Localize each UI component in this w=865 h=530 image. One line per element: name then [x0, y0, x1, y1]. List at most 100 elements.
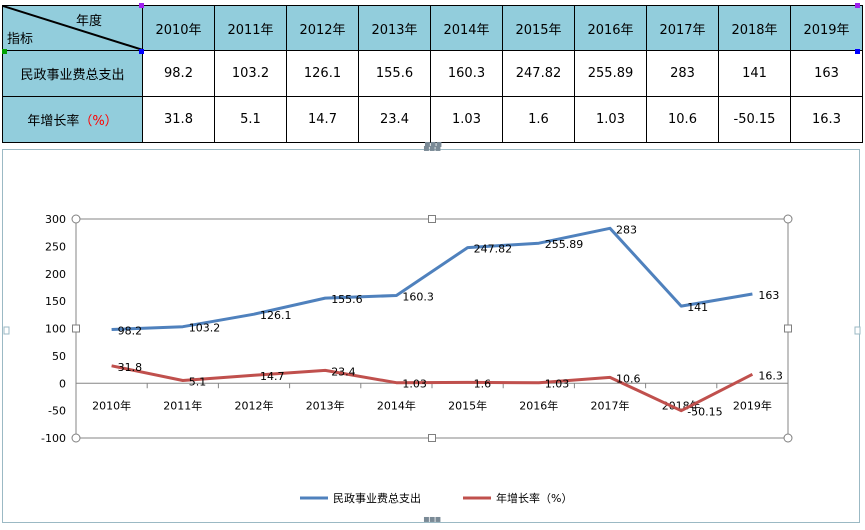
resize-handle [71, 433, 81, 443]
line-chart: 300 250 200 150 100 50 0 -50 -100 2010年 2011年 2012年… [3, 213, 861, 505]
year-header[interactable]: 2011年 [214, 5, 287, 51]
table-cell[interactable]: 16.3 [790, 96, 863, 143]
x-tick-label: 2018年 [662, 398, 701, 412]
data-label: 141 [687, 301, 708, 314]
data-label: 255.89 [545, 238, 584, 251]
data-label: 5.1 [189, 375, 207, 388]
year-header[interactable]: 2018年 [718, 5, 791, 51]
y-tick-label: 200 [45, 268, 66, 281]
year-header[interactable]: 2014年 [430, 5, 503, 51]
legend-label: 民政事业费总支出 [333, 491, 421, 505]
selection-handle[interactable] [855, 49, 860, 54]
table-cell[interactable]: 1.03 [430, 96, 503, 143]
percent-unit-label: （%） [79, 114, 118, 129]
x-tick-label: 2014年 [377, 398, 416, 412]
corner-cell[interactable]: 年度 指标 [2, 5, 143, 51]
data-label: 98.2 [118, 324, 143, 337]
table-cell[interactable]: 247.82 [502, 50, 575, 97]
diagonal-line [3, 6, 142, 50]
data-label: 10.6 [616, 372, 641, 385]
table-cell[interactable]: 255.89 [574, 50, 647, 97]
y-tick-label: -100 [41, 432, 66, 445]
chart-resize-grip-top[interactable]: ▪▪▪ [423, 143, 441, 154]
resize-handle [783, 433, 793, 443]
selection-handle[interactable] [139, 3, 144, 8]
table-cell[interactable]: 5.1 [214, 96, 287, 143]
x-tick-label: 2019年 [733, 398, 772, 412]
data-label: 1.03 [545, 378, 570, 391]
year-header[interactable]: 2015年 [502, 5, 575, 51]
series-line-expenditure [111, 226, 753, 331]
y-tick-label: 150 [45, 295, 66, 308]
resize-handle [784, 324, 792, 333]
year-header[interactable]: 2012年 [286, 5, 359, 51]
resize-handle [783, 214, 793, 224]
data-label: 23.4 [331, 365, 356, 378]
data-label: 103.2 [189, 322, 221, 335]
y-tick-label: -50 [48, 405, 66, 418]
selection-handle[interactable] [855, 3, 860, 8]
x-tick-label: 2017年 [591, 398, 630, 412]
chart-area[interactable]: 300 250 200 150 100 50 0 -50 -100 2010年 2011年 2012年… [2, 143, 861, 525]
table-cell[interactable]: -50.15 [718, 96, 791, 143]
data-label: 31.8 [118, 361, 143, 374]
table-cell[interactable]: 1.03 [574, 96, 647, 143]
year-header[interactable]: 2010年 [142, 5, 215, 51]
data-label: 126.1 [260, 309, 292, 322]
year-header[interactable]: 2016年 [574, 5, 647, 51]
table-cell[interactable]: 31.8 [142, 96, 215, 143]
data-label: 160.3 [402, 290, 434, 303]
table-cell[interactable]: 155.6 [358, 50, 431, 97]
year-header[interactable]: 2013年 [358, 5, 431, 51]
data-label: 14.7 [260, 370, 285, 383]
data-label: 247.82 [474, 243, 512, 256]
selection-handle[interactable] [2, 49, 7, 54]
legend-label: 年增长率（%） [496, 491, 572, 505]
table-cell[interactable]: 98.2 [142, 50, 215, 97]
row-label-expenditure[interactable]: 民政事业费总支出 [2, 50, 143, 97]
series-line-growth-rate [111, 364, 754, 413]
y-tick-label: 250 [45, 240, 66, 253]
row-label-growth-rate[interactable]: 年增长率（%） [2, 96, 143, 143]
data-table: 年度 指标 2010年 2011年 2012年 2013年 2014年 2015… [2, 5, 863, 143]
table-cell[interactable]: 1.6 [502, 96, 575, 143]
x-tick-label: 2011年 [163, 398, 202, 412]
data-label: 163 [758, 289, 779, 302]
x-tick-label: 2013年 [306, 398, 345, 412]
table-cell[interactable]: 160.3 [430, 50, 503, 97]
data-label: 283 [616, 223, 637, 236]
y-tick-label: 100 [45, 323, 66, 336]
resize-handle [428, 215, 436, 223]
data-label: -50.15 [687, 406, 722, 419]
data-label: 16.3 [758, 369, 783, 382]
table-row-expenditure: 民政事业费总支出 98.2 103.2 126.1 155.6 160.3 24… [2, 50, 863, 97]
corner-indicator-label: 指标 [7, 32, 34, 47]
resize-handle [428, 434, 436, 442]
data-label: 1.03 [402, 378, 427, 391]
table-cell[interactable]: 283 [646, 50, 719, 97]
y-tick-label: 0 [59, 377, 66, 390]
table-resize-grip[interactable]: ▪▪▪ [424, 139, 442, 150]
corner-year-label: 年度 [75, 14, 102, 29]
table-cell[interactable]: 10.6 [646, 96, 719, 143]
table-cell[interactable]: 23.4 [358, 96, 431, 143]
year-header[interactable]: 2019年 [790, 5, 863, 51]
y-tick-label: 300 [45, 213, 66, 226]
data-label: 1.6 [474, 377, 492, 390]
table-cell[interactable]: 14.7 [286, 96, 359, 143]
growth-rate-label: 年增长率 [27, 114, 80, 129]
table-cell[interactable]: 141 [718, 50, 791, 97]
resize-handle [71, 214, 81, 224]
frame-handle [854, 326, 861, 335]
year-header[interactable]: 2017年 [646, 5, 719, 51]
chart-resize-grip-bottom[interactable]: ▪▪▪ [423, 514, 441, 525]
table-header-row: 年度 指标 2010年 2011年 2012年 2013年 2014年 2015… [2, 5, 863, 51]
selection-handle[interactable] [139, 49, 144, 54]
table-cell[interactable]: 126.1 [286, 50, 359, 97]
table-row-growth-rate: 年增长率（%） 31.8 5.1 14.7 23.4 1.03 1.6 1.03… [2, 96, 863, 143]
table-cell[interactable]: 103.2 [214, 50, 287, 97]
table-cell[interactable]: 163 [790, 50, 863, 97]
frame-handle [3, 326, 10, 335]
resize-handle [72, 324, 80, 333]
x-tick-label: 2015年 [448, 398, 487, 412]
